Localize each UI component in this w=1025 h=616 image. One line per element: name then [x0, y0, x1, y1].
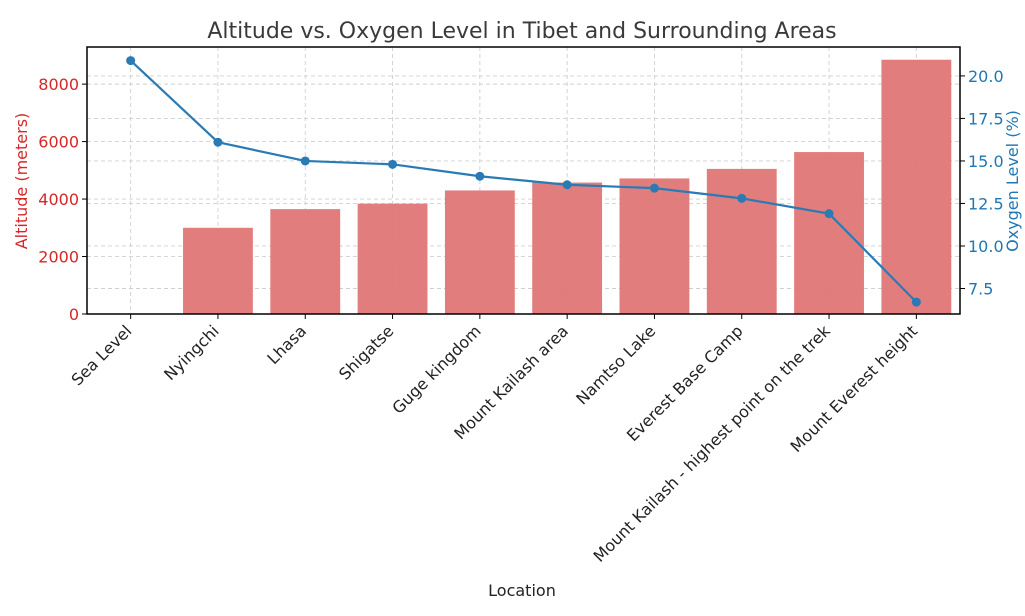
oxygen-line-layer — [126, 56, 921, 307]
altitude-bar — [619, 178, 690, 314]
right-axis-ticks: 7.5 10.0 12.5 15.0 17.5 20.0 — [960, 67, 1004, 298]
x-tick-label: Guge kingdom — [388, 321, 484, 417]
right-tick-label: 10.0 — [968, 237, 1004, 256]
altitude-bar — [444, 190, 515, 314]
left-tick-label: 0 — [69, 305, 79, 324]
oxygen-point — [911, 297, 921, 307]
x-tick-label: Sea Level — [68, 321, 136, 389]
left-tick-label: 6000 — [38, 133, 79, 152]
altitude-bar — [270, 209, 341, 314]
right-tick-label: 17.5 — [968, 109, 1004, 128]
right-tick-label: 7.5 — [968, 279, 993, 298]
x-tick-label: Lhasa — [263, 321, 310, 368]
left-tick-label: 8000 — [38, 75, 79, 94]
oxygen-point — [737, 193, 747, 203]
oxygen-point — [475, 171, 485, 181]
right-tick-label: 20.0 — [968, 67, 1004, 86]
x-tick-label: Shigatse — [335, 321, 397, 383]
x-tick-label: Nyingchi — [160, 321, 223, 384]
bars-layer — [183, 59, 952, 314]
altitude-bar — [794, 152, 864, 314]
oxygen-line — [129, 59, 918, 303]
right-tick-label: 12.5 — [968, 194, 1004, 213]
left-axis-ticks: 0 2000 4000 6000 8000 — [38, 75, 87, 324]
left-axis-label: Altitude (meters) — [12, 113, 31, 250]
x-tick-label: Namtso Lake — [572, 321, 659, 408]
oxygen-point — [126, 56, 136, 66]
chart-title: Altitude vs. Oxygen Level in Tibet and S… — [207, 19, 836, 44]
altitude-bar — [532, 182, 603, 314]
right-axis-label: Oxygen Level (%) — [1003, 110, 1022, 252]
oxygen-point — [300, 156, 310, 166]
oxygen-point — [562, 180, 572, 190]
oxygen-point — [388, 159, 398, 169]
left-tick-label: 2000 — [38, 248, 79, 267]
altitude-bar — [706, 168, 777, 314]
plot-frame — [86, 46, 961, 315]
oxygen-point — [824, 209, 834, 219]
x-axis-label: Location — [488, 581, 556, 600]
oxygen-point — [213, 137, 223, 147]
altitude-bar — [183, 227, 253, 314]
right-tick-label: 15.0 — [968, 152, 1004, 171]
oxygen-point — [649, 183, 659, 193]
left-tick-label: 4000 — [38, 190, 79, 209]
altitude-bar — [881, 59, 952, 314]
altitude-bar — [357, 203, 428, 314]
